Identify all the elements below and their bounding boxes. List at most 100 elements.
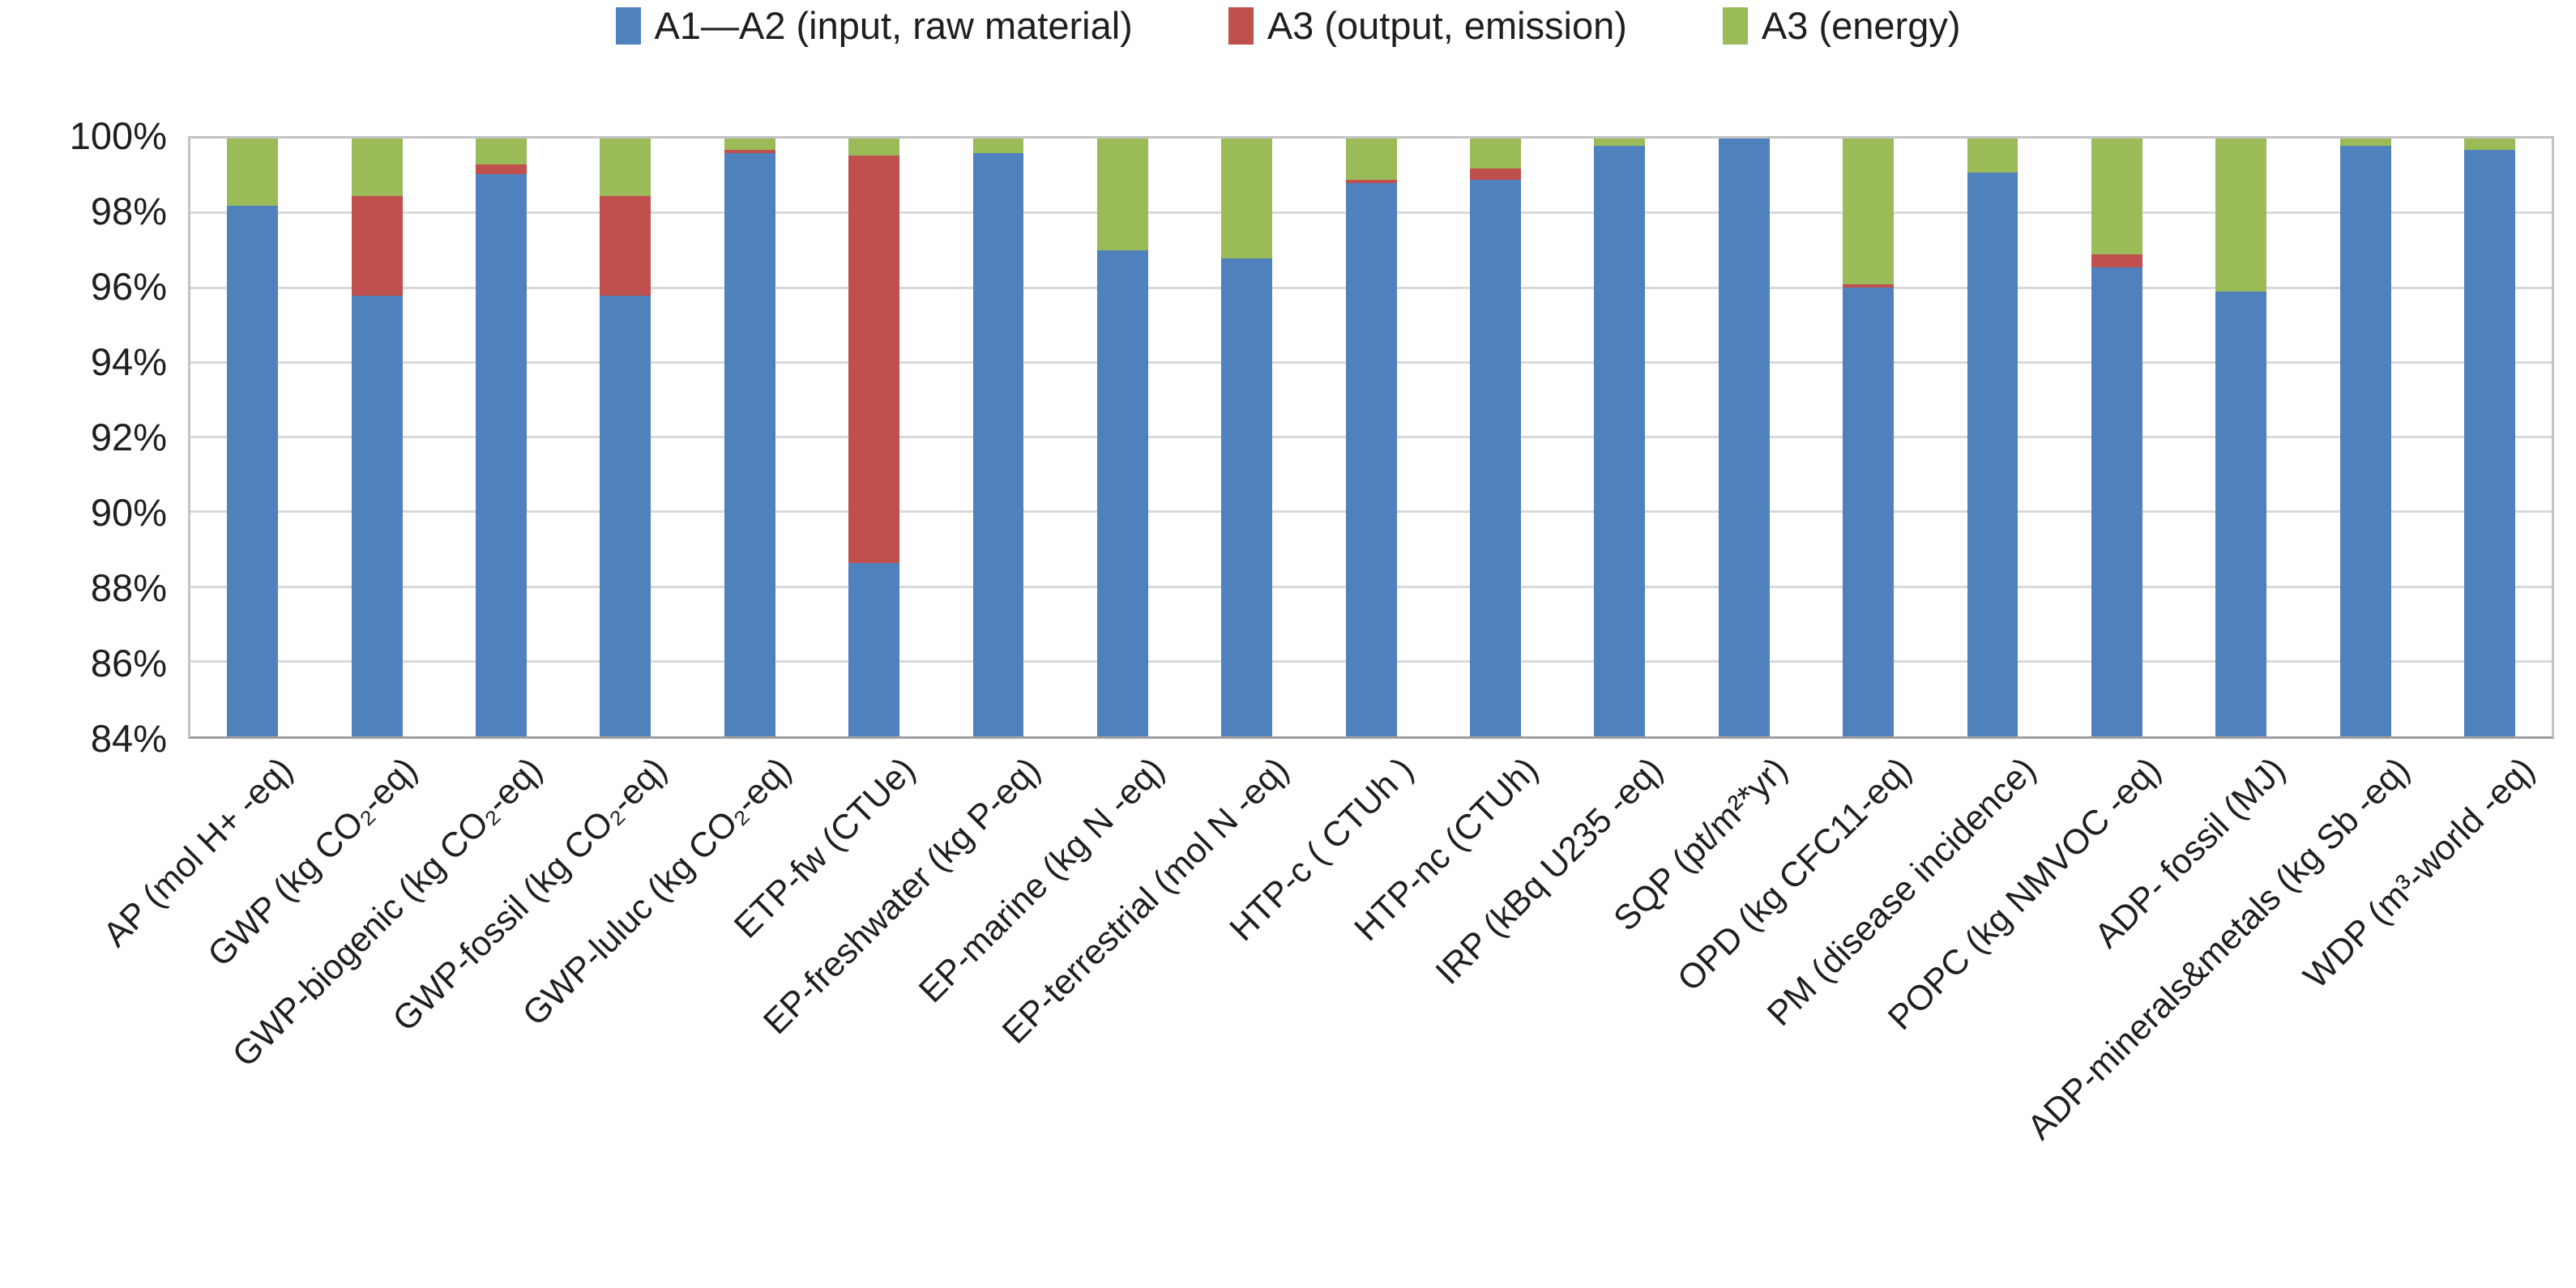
bar-slot [1185,139,1309,736]
bar-slot [1309,139,1433,736]
bar-slot [2055,139,2179,736]
bar-stack [600,139,651,736]
bar-stack [2215,139,2267,736]
bar-slot [2179,139,2303,736]
bar-segment-raw-material [1967,172,2019,736]
bar-segment-energy [351,139,403,197]
bar-segment-energy [600,139,651,197]
bar-stack [724,139,775,736]
bar-stack [227,139,279,736]
bar-segment-raw-material [1096,250,1148,736]
bar-slot [688,139,812,736]
x-axis-category-label: OPD (kg CFC11-eq) [1670,750,1920,1000]
bar-segment-raw-material [1345,183,1397,736]
bar-stack [1096,139,1148,736]
y-axis-tick-label: 90% [90,491,167,534]
bar-segment-emission [351,196,403,296]
bar-stack [1470,139,1521,736]
bar-segment-raw-material [1470,179,1521,736]
bar-stack [1967,139,2019,736]
legend-label: A1—A2 (input, raw material) [654,4,1133,47]
bar-stack [2091,139,2142,736]
x-axis-category-label: GWP (kg CO₂-eq) [200,750,425,975]
bars-container [190,139,2552,736]
bar-segment-emission [2091,254,2142,268]
bar-slot [1930,139,2054,736]
bar-segment-emission [724,149,775,154]
bar-stack [2339,139,2391,736]
bar-segment-energy [1594,139,1646,147]
chart-legend: A1—A2 (input, raw material) A3 (output, … [0,3,2576,49]
plot-area [188,136,2554,739]
x-axis-category-label: IRP (kBq U235 -eq) [1428,750,1671,992]
legend-item-a1a2: A1—A2 (input, raw material) [615,3,1133,49]
bar-segment-energy [2339,139,2391,147]
bar-segment-raw-material [1843,288,1894,736]
bar-stack [848,139,899,736]
bar-segment-emission [1843,284,1894,288]
bar-slot [2303,139,2427,736]
y-axis-tick-label: 98% [90,190,167,232]
bar-slot [1433,139,1557,736]
legend-swatch-red-icon [1228,7,1254,45]
bar-slot [2428,139,2552,736]
bar-slot [439,139,563,736]
y-axis-tick-label: 94% [90,340,167,383]
bar-slot [314,139,438,736]
bar-segment-energy [2464,139,2515,150]
bar-stack [2464,139,2515,736]
y-axis-tick-label: 100% [69,114,167,157]
bar-segment-energy [476,139,527,165]
bar-slot [936,139,1060,736]
bar-segment-raw-material [1594,146,1646,736]
bar-slot [1806,139,1930,736]
bar-stack [1718,139,1770,736]
legend-item-a3-energy: A3 (energy) [1722,3,1961,49]
bar-segment-raw-material [227,206,279,736]
bar-segment-energy [2091,139,2142,254]
bar-stack [1345,139,1397,736]
bar-segment-energy [848,139,899,156]
bar-segment-energy [724,139,775,150]
bar-segment-energy [2215,139,2267,292]
bar-segment-raw-material [351,295,403,736]
bar-segment-raw-material [600,295,651,736]
x-axis-category-label: EP-marine (kg N -eq) [912,750,1173,1011]
bar-segment-energy [1345,139,1397,180]
bar-segment-energy [1221,139,1273,258]
bar-segment-raw-material [1221,258,1273,736]
bar-segment-energy [227,139,279,207]
bar-segment-raw-material [476,173,527,736]
bar-slot [563,139,687,736]
legend-label: A3 (energy) [1761,4,1961,47]
y-axis-tick-label: 84% [90,717,167,760]
bar-segment-raw-material [972,153,1024,736]
y-axis-tick-label: 96% [90,265,167,308]
bar-stack [476,139,527,736]
bar-segment-raw-material [2215,292,2267,736]
bar-segment-emission [1345,179,1397,184]
y-axis-tick-label: 86% [90,642,167,685]
bar-slot [812,139,936,736]
bar-segment-raw-material [2091,267,2142,736]
bar-segment-raw-material [2339,146,2391,736]
bar-segment-energy [1843,139,1894,284]
bar-slot [1682,139,1806,736]
bar-slot [190,139,314,736]
bar-segment-energy [1096,139,1148,251]
bar-segment-raw-material [2464,149,2515,736]
bar-slot [1557,139,1681,736]
legend-swatch-blue-icon [615,7,641,45]
bar-segment-emission [848,155,899,563]
y-axis-tick-label: 92% [90,416,167,458]
bar-stack [972,139,1024,736]
bar-segment-energy [1470,139,1521,168]
x-axis-category-label: WDP (m³-world -eq) [2296,750,2543,996]
bar-stack [1594,139,1646,736]
legend-item-a3-output: A3 (output, emission) [1228,3,1627,49]
bar-segment-raw-material [1718,139,1770,736]
bar-segment-raw-material [724,153,775,736]
bar-segment-energy [972,139,1024,154]
legend-label: A3 (output, emission) [1267,4,1627,47]
